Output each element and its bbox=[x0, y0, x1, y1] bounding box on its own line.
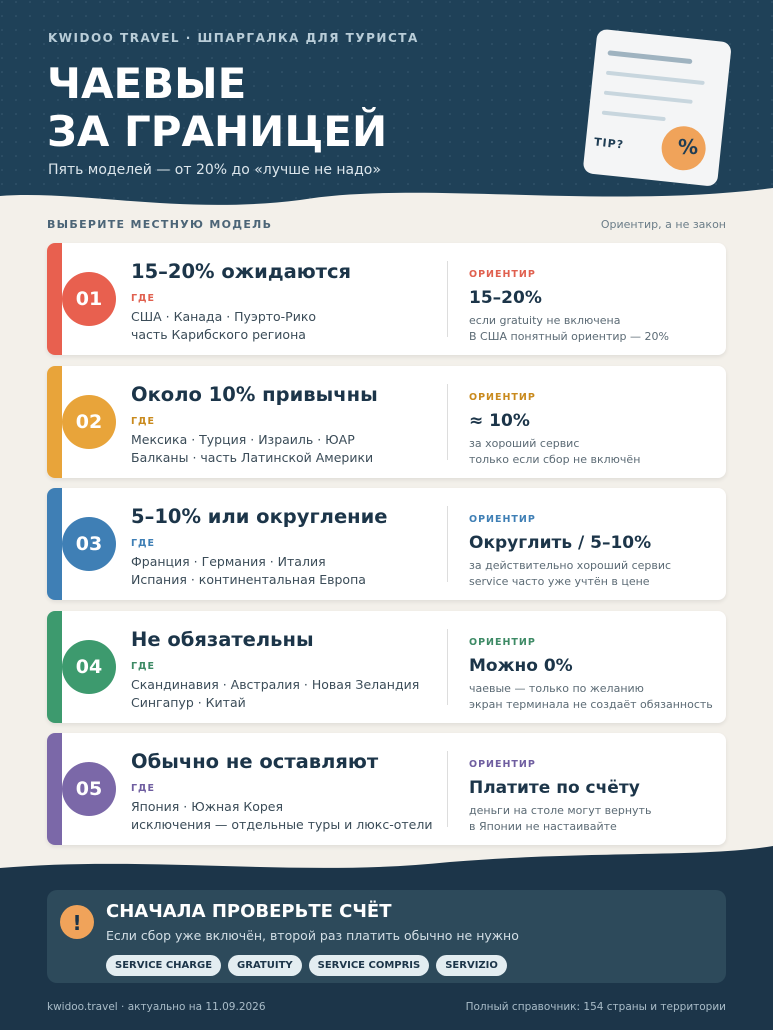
where-line: Испания · континентальная Европа bbox=[131, 572, 366, 587]
where-line: Франция · Германия · Италия bbox=[131, 554, 326, 569]
tags: SERVICE CHARGE GRATUITY SERVICE COMPRIS SER… bbox=[106, 953, 514, 976]
divider bbox=[447, 383, 448, 460]
where-label: ГДЕ bbox=[131, 538, 156, 549]
card-accent bbox=[47, 488, 62, 600]
guide-note: если gratuity не включена bbox=[469, 314, 621, 327]
guide-value: Можно 0% bbox=[469, 655, 573, 676]
card-accent bbox=[47, 610, 62, 723]
guide-value: ≈ 10% bbox=[469, 410, 530, 431]
divider bbox=[447, 751, 448, 827]
title-line: ЧАЕВЫЕ bbox=[47, 59, 247, 108]
guide-note: чаевые — только по желанию bbox=[469, 681, 644, 695]
callout-title: СНАЧАЛА ПРОВЕРЬТЕ СЧЁТ bbox=[106, 901, 392, 922]
guide-note: в Японии не настаивайте bbox=[469, 820, 617, 833]
where-label: ГДЕ bbox=[131, 783, 156, 794]
where-line: Сингапур · Китай bbox=[131, 694, 246, 710]
card: 01 15–20% ожидаются ГДЕ США · Канада · Пуэр… bbox=[47, 243, 726, 355]
section-note: Ориентир, а не закон bbox=[600, 218, 726, 231]
tag: SERVICE CHARGE bbox=[106, 955, 222, 976]
subtitle: Пять моделей — от 20% до «лучше не надо» bbox=[48, 162, 381, 178]
title: ЧАЕВЫЕ ЗА ГРАНИЦЕЙ bbox=[47, 60, 387, 156]
section-label: ВЫБЕРИТЕ МЕСТНУЮ МОДЕЛЬ bbox=[47, 218, 273, 231]
guide-note: экран терминала не создаёт обязанность bbox=[469, 697, 713, 711]
where-label: ГДЕ bbox=[131, 660, 156, 672]
where-label: ГДЕ bbox=[131, 415, 156, 427]
card-number: 01 bbox=[62, 272, 116, 326]
where-line: Мексика · Турция · Израиль · ЮАР bbox=[131, 431, 355, 447]
guide-label: ОРИЕНТИР bbox=[469, 514, 536, 525]
where-line: часть Карибского региона bbox=[131, 327, 306, 342]
where-line: Скандинавия · Австралия · Новая Зеландия bbox=[131, 676, 420, 692]
card-accent bbox=[47, 365, 62, 478]
card: 05 Обычно не оставляют ГДЕ Япония · Южная К… bbox=[47, 733, 726, 845]
card-number: 05 bbox=[62, 762, 116, 816]
guide-label: ОРИЕНТИР bbox=[469, 391, 536, 403]
card-number: 02 bbox=[62, 394, 116, 449]
guide-value: Округлить / 5–10% bbox=[469, 533, 652, 553]
divider bbox=[447, 506, 448, 582]
where-line: Япония · Южная Корея bbox=[131, 799, 283, 814]
guide-note: за действительно хороший сервис bbox=[469, 559, 672, 572]
card-number: 03 bbox=[62, 517, 116, 571]
tag: GRATUITY bbox=[228, 955, 302, 976]
where-line: США · Канада · Пуэрто-Рико bbox=[131, 309, 317, 324]
where-line: Балканы · часть Латинской Америки bbox=[131, 449, 374, 465]
card-title: Не обязательны bbox=[131, 627, 314, 651]
card: 03 5–10% или округление ГДЕ Франция · Герма… bbox=[47, 488, 726, 600]
illustration-badge: % bbox=[678, 135, 699, 159]
footer-right: Полный справочник: 154 страны и территор… bbox=[465, 1001, 726, 1013]
where-label: ГДЕ bbox=[131, 293, 156, 304]
brand: KWIDOO TRAVEL · ШПАРГАЛКА ДЛЯ ТУРИСТА bbox=[48, 31, 419, 45]
guide-label: ОРИЕНТИР bbox=[469, 759, 536, 770]
guide-value: 15–20% bbox=[469, 288, 542, 308]
guide-value: Платите по счёту bbox=[469, 778, 640, 798]
card-title: 5–10% или округление bbox=[131, 505, 388, 528]
guide-label: ОРИЕНТИР bbox=[469, 636, 536, 648]
footer-left: kwidoo.travel · актуально на 11.09.2026 bbox=[47, 1001, 266, 1013]
divider bbox=[447, 628, 448, 705]
where-line: исключения — отдельные туры и люкс-отели bbox=[131, 817, 433, 832]
guide-note: service часто уже учтён в цене bbox=[469, 575, 650, 588]
guide-note: деньги на столе могут вернуть bbox=[469, 804, 652, 817]
card-accent bbox=[47, 243, 62, 355]
guide-label: ОРИЕНТИР bbox=[469, 269, 536, 280]
card-title: 15–20% ожидаются bbox=[131, 260, 352, 283]
title-line: ЗА ГРАНИЦЕЙ bbox=[47, 107, 388, 156]
guide-note: В США понятный ориентир — 20% bbox=[469, 330, 669, 343]
card-title: Около 10% привычны bbox=[131, 382, 378, 406]
card: 04 Не обязательны ГДЕ Скандинавия · Австрал… bbox=[47, 610, 726, 723]
divider bbox=[447, 261, 448, 337]
guide-note: за хороший сервис bbox=[469, 436, 580, 450]
card-title: Обычно не оставляют bbox=[131, 750, 379, 773]
callout-icon: ! bbox=[72, 911, 82, 935]
tag: SERVIZIO bbox=[436, 955, 507, 976]
guide-note: только если сбор не включён bbox=[469, 452, 641, 466]
card-accent bbox=[47, 733, 62, 845]
card: 02 Около 10% привычны ГДЕ Мексика · Турция … bbox=[47, 365, 726, 478]
tag: SERVICE COMPRIS bbox=[308, 955, 430, 976]
callout-text: Если сбор уже включён, второй раз платит… bbox=[106, 928, 519, 943]
card-number: 04 bbox=[62, 639, 116, 694]
